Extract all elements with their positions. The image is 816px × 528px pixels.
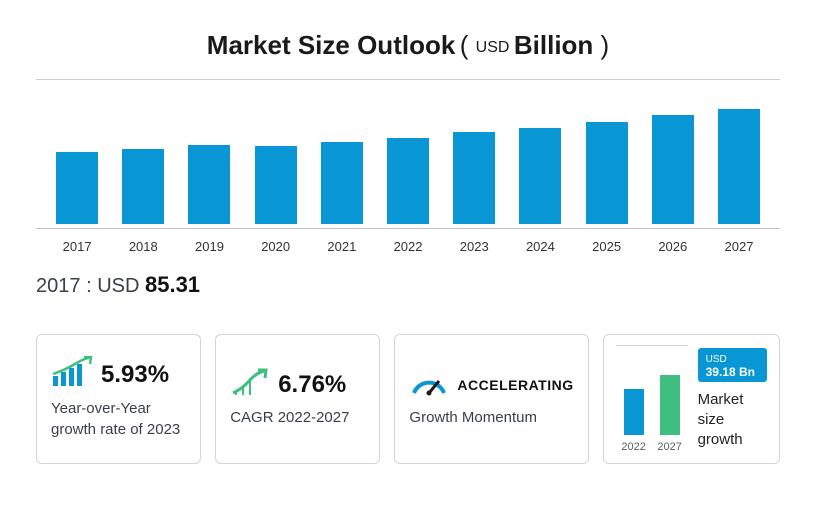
x-tick: 2022 [375,239,441,254]
bar-col [110,80,176,224]
cagr-label: CAGR 2022-2027 [230,408,365,428]
bar [188,145,230,224]
title-paren-close: ) [593,30,609,60]
title-paren-open: ( [460,30,476,60]
yoy-label: Year-over-Year growth rate of 2023 [51,399,186,440]
x-tick: 2024 [507,239,573,254]
callout-value: 2017 : USD 85.31 [36,272,780,298]
bar [321,142,363,224]
mini-year-2: 2027 [657,441,681,453]
gauge-icon [409,367,449,402]
bar-col [706,80,772,224]
bar-col [640,80,706,224]
bar [453,132,495,224]
bar [718,109,760,224]
msg-label: Market size growth [698,390,767,451]
growth-badge: USD 39.18 Bn [698,348,767,382]
x-tick: 2025 [574,239,640,254]
bar-trend-icon [51,356,93,393]
x-tick: 2018 [110,239,176,254]
title-usd: USD [476,39,510,56]
chart-title: Market Size Outlook ( USD Billion ) [36,30,780,61]
bar-col [574,80,640,224]
momentum-label: Growth Momentum [409,408,573,428]
x-tick: 2027 [706,239,772,254]
x-tick: 2021 [309,239,375,254]
callout-amount: 85.31 [145,272,200,297]
bar [387,138,429,224]
x-tick: 2023 [441,239,507,254]
card-cagr: 6.76% CAGR 2022-2027 [215,334,380,464]
mini-bar-2027 [660,375,680,435]
bar [586,122,628,224]
card-market-size-growth: 2022 2027 USD 39.18 Bn Market size growt… [603,334,780,464]
mini-bar-chart: 2022 2027 [616,345,688,453]
bar-col [176,80,242,224]
card-momentum: ACCELERATING Growth Momentum [394,334,588,464]
bar-col [375,80,441,224]
trend-up-icon [230,367,270,402]
mini-year-1: 2022 [621,441,645,453]
x-axis: 2017201820192020202120222023202420252026… [36,228,780,254]
title-unit: Billion [514,30,593,60]
bar [56,152,98,224]
bar [255,146,297,224]
cagr-value: 6.76% [278,371,346,399]
yoy-value: 5.93% [101,361,169,389]
x-tick: 2020 [243,239,309,254]
bar-chart [36,79,780,224]
callout-sep: : [86,275,92,297]
x-tick: 2017 [44,239,110,254]
bar [652,115,694,224]
x-tick: 2019 [176,239,242,254]
callout-year: 2017 [36,275,81,297]
callout-currency: USD [97,275,139,297]
bar [519,128,561,224]
bar-col [441,80,507,224]
bar-col [507,80,573,224]
title-main: Market Size Outlook [207,30,456,60]
metric-cards: 5.93% Year-over-Year growth rate of 2023… [36,334,780,464]
badge-value: 39.18 Bn [706,365,755,379]
bar [122,149,164,224]
mini-bar-2022 [624,389,644,435]
badge-usd: USD [706,354,727,365]
x-tick: 2026 [640,239,706,254]
momentum-value: ACCELERATING [457,377,573,393]
bar-col [44,80,110,224]
card-yoy: 5.93% Year-over-Year growth rate of 2023 [36,334,201,464]
bar-col [309,80,375,224]
bar-col [243,80,309,224]
